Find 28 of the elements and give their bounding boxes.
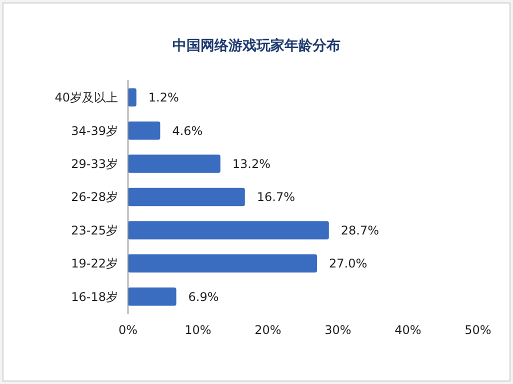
bar — [128, 221, 329, 240]
chart-title: 中国网络游戏玩家年龄分布 — [172, 37, 340, 54]
y-tick-label: 40岁及以上 — [54, 90, 118, 105]
bar — [128, 88, 136, 107]
data-label: 28.7% — [340, 223, 380, 238]
data-label: 27.0% — [329, 256, 368, 271]
y-tick-label: 19-22岁 — [71, 256, 118, 271]
x-tick-label: 0% — [118, 323, 138, 337]
x-tick-label: 40% — [394, 323, 422, 337]
bar — [128, 254, 317, 273]
bar — [128, 154, 220, 173]
y-tick-label: 16-18岁 — [71, 290, 118, 304]
bar — [128, 121, 160, 140]
y-tick-label: 23-25岁 — [71, 223, 118, 238]
x-tick-label: 30% — [324, 323, 352, 337]
y-tick-label: 26-28岁 — [71, 190, 118, 204]
bar — [128, 188, 245, 206]
x-tick-label: 10% — [184, 323, 212, 337]
x-tick-label: 50% — [464, 323, 492, 337]
data-label: 6.9% — [188, 290, 219, 304]
data-label: 13.2% — [232, 157, 271, 172]
data-label: 4.6% — [172, 124, 203, 138]
y-tick-label: 29-33岁 — [71, 157, 118, 172]
x-tick-label: 20% — [254, 323, 282, 337]
y-tick-label: 34-39岁 — [71, 124, 118, 138]
data-label: 1.2% — [148, 90, 179, 105]
bar — [128, 287, 176, 306]
data-label: 16.7% — [256, 190, 296, 204]
